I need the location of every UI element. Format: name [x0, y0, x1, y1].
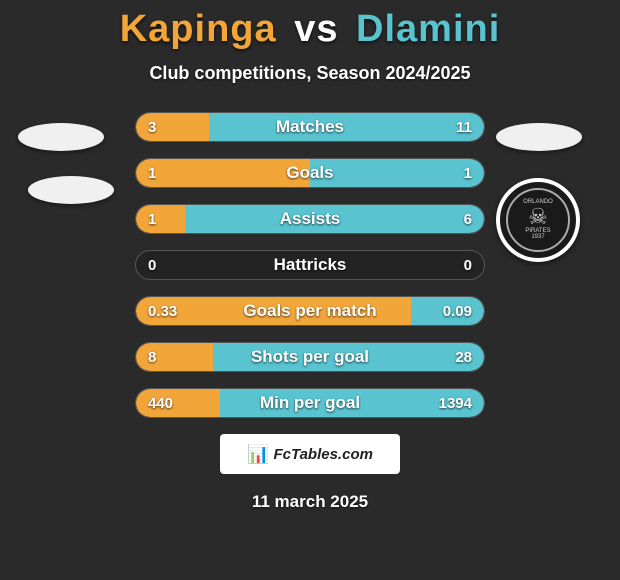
chart-icon: 📊 — [247, 444, 269, 465]
stats-container: 311Matches 11Goals 16Assists 00Hattricks 0.3… — [135, 112, 485, 418]
comparison-title: Kapinga vs Dlamini — [0, 0, 620, 51]
stat-row: 16Assists — [135, 204, 485, 234]
left-club-badge-1 — [18, 123, 104, 151]
subtitle: Club competitions, Season 2024/2025 — [0, 63, 620, 84]
stat-label: Matches — [136, 113, 484, 141]
badge-year: 1937 — [531, 234, 544, 241]
stat-label: Goals per match — [136, 297, 484, 325]
stat-row: 0.330.09Goals per match — [135, 296, 485, 326]
right-club-badge-inner: ORLANDO ☠ PIRATES 1937 — [506, 188, 570, 252]
player2-name: Dlamini — [356, 8, 500, 50]
right-club-badge: ORLANDO ☠ PIRATES 1937 — [496, 178, 580, 262]
stat-row: 828Shots per goal — [135, 342, 485, 372]
stat-row: 311Matches — [135, 112, 485, 142]
footer-date: 11 march 2025 — [0, 492, 620, 512]
stat-row: 11Goals — [135, 158, 485, 188]
stat-label: Min per goal — [136, 389, 484, 417]
left-club-badge-2 — [28, 176, 114, 204]
stat-row: 00Hattricks — [135, 250, 485, 280]
stat-label: Hattricks — [136, 251, 484, 279]
brand-logo[interactable]: 📊 FcTables.com — [220, 434, 400, 474]
brand-name: FcTables.com — [273, 446, 372, 463]
stat-label: Shots per goal — [136, 343, 484, 371]
title-vs: vs — [294, 8, 338, 50]
skull-icon: ☠ — [528, 206, 548, 228]
badge-text-bottom: PIRATES — [525, 228, 550, 235]
stat-label: Goals — [136, 159, 484, 187]
right-club-badge-oval — [496, 123, 582, 151]
player1-name: Kapinga — [120, 8, 277, 50]
stat-row: 4401394Min per goal — [135, 388, 485, 418]
stat-label: Assists — [136, 205, 484, 233]
